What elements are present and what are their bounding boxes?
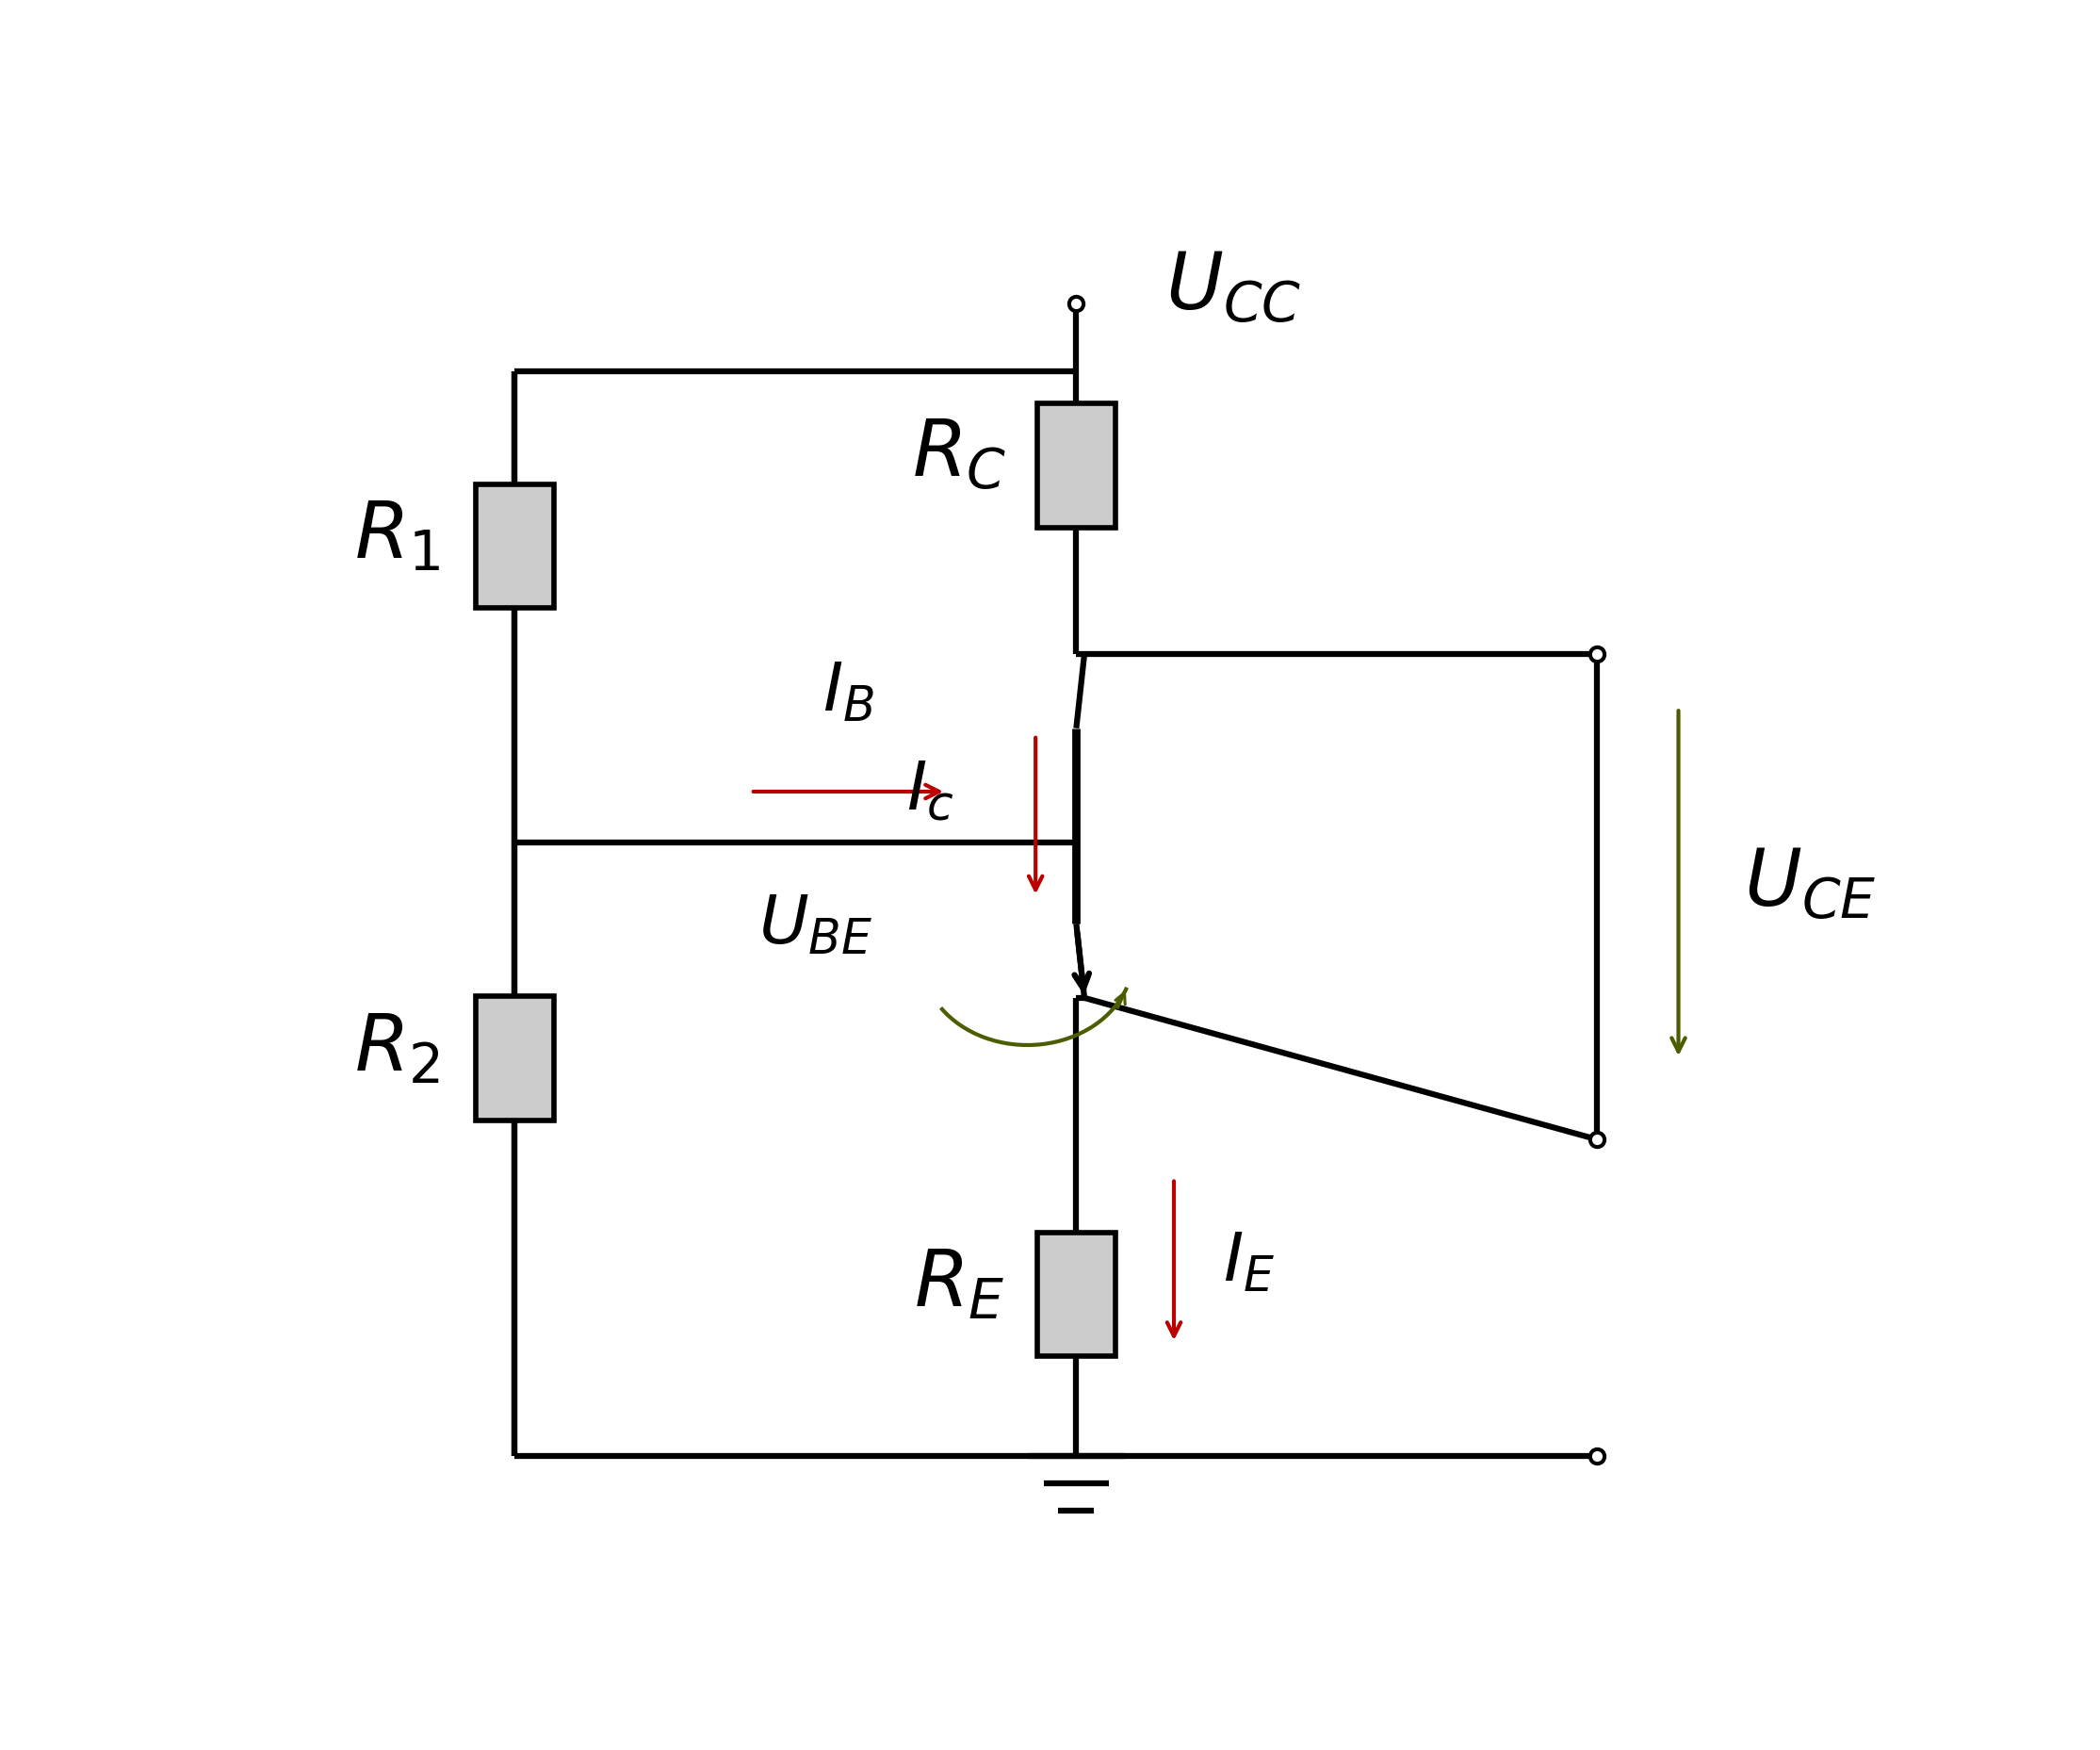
Text: $I_E$: $I_E$: [1222, 1227, 1275, 1295]
Text: $U_{CC}$: $U_{CC}$: [1166, 250, 1302, 326]
Bar: [477, 998, 554, 1122]
Text: $U_{CE}$: $U_{CE}$: [1743, 845, 1875, 922]
Text: $U_{BE}$: $U_{BE}$: [758, 891, 874, 957]
Bar: [1037, 1232, 1115, 1356]
Bar: [477, 485, 554, 609]
Bar: [1037, 404, 1115, 528]
Text: $R_E$: $R_E$: [914, 1246, 1004, 1321]
Text: $I_c$: $I_c$: [907, 756, 953, 822]
Text: $R_C$: $R_C$: [911, 418, 1006, 494]
Text: $I_B$: $I_B$: [823, 658, 874, 724]
Text: $R_2$: $R_2$: [355, 1010, 441, 1085]
Text: $R_1$: $R_1$: [355, 499, 441, 574]
